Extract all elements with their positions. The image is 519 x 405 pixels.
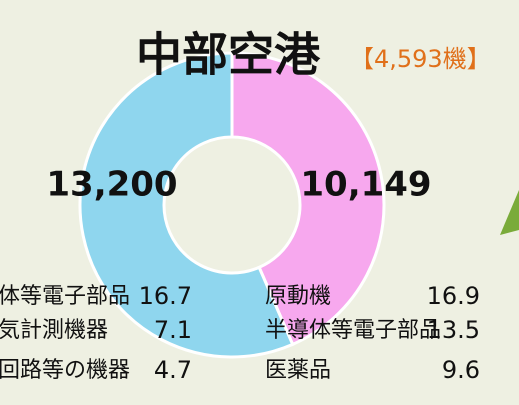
- list-label: 気計測機器: [0, 318, 108, 343]
- list-label: 医薬品: [265, 358, 331, 383]
- chart-title: 中部空港: [136, 28, 321, 82]
- list-value: 7.1: [154, 316, 192, 344]
- list-value: 9.6: [442, 356, 480, 384]
- list-label: 体等電子部品: [0, 284, 130, 309]
- page: 中部空港 【4,593機】 13,200 10,149 体等電子部品 16.7 気計測機…: [0, 0, 519, 405]
- list-value: 4.7: [154, 356, 192, 384]
- value-label: 10,149: [300, 165, 431, 205]
- list-value: 16.9: [427, 282, 480, 310]
- chart: 中部空港 【4,593機】 13,200 10,149 体等電子部品 16.7 気計測機…: [0, 0, 519, 405]
- list-value: 13.5: [427, 316, 480, 344]
- list-value: 16.7: [139, 282, 192, 310]
- value-label: 13,200: [46, 165, 177, 205]
- list-label: 原動機: [265, 284, 331, 309]
- list-label: 回路等の機器: [0, 358, 130, 383]
- list-label: 半導体等電子部品: [265, 318, 441, 343]
- chart-subtitle: 【4,593機】: [350, 45, 491, 73]
